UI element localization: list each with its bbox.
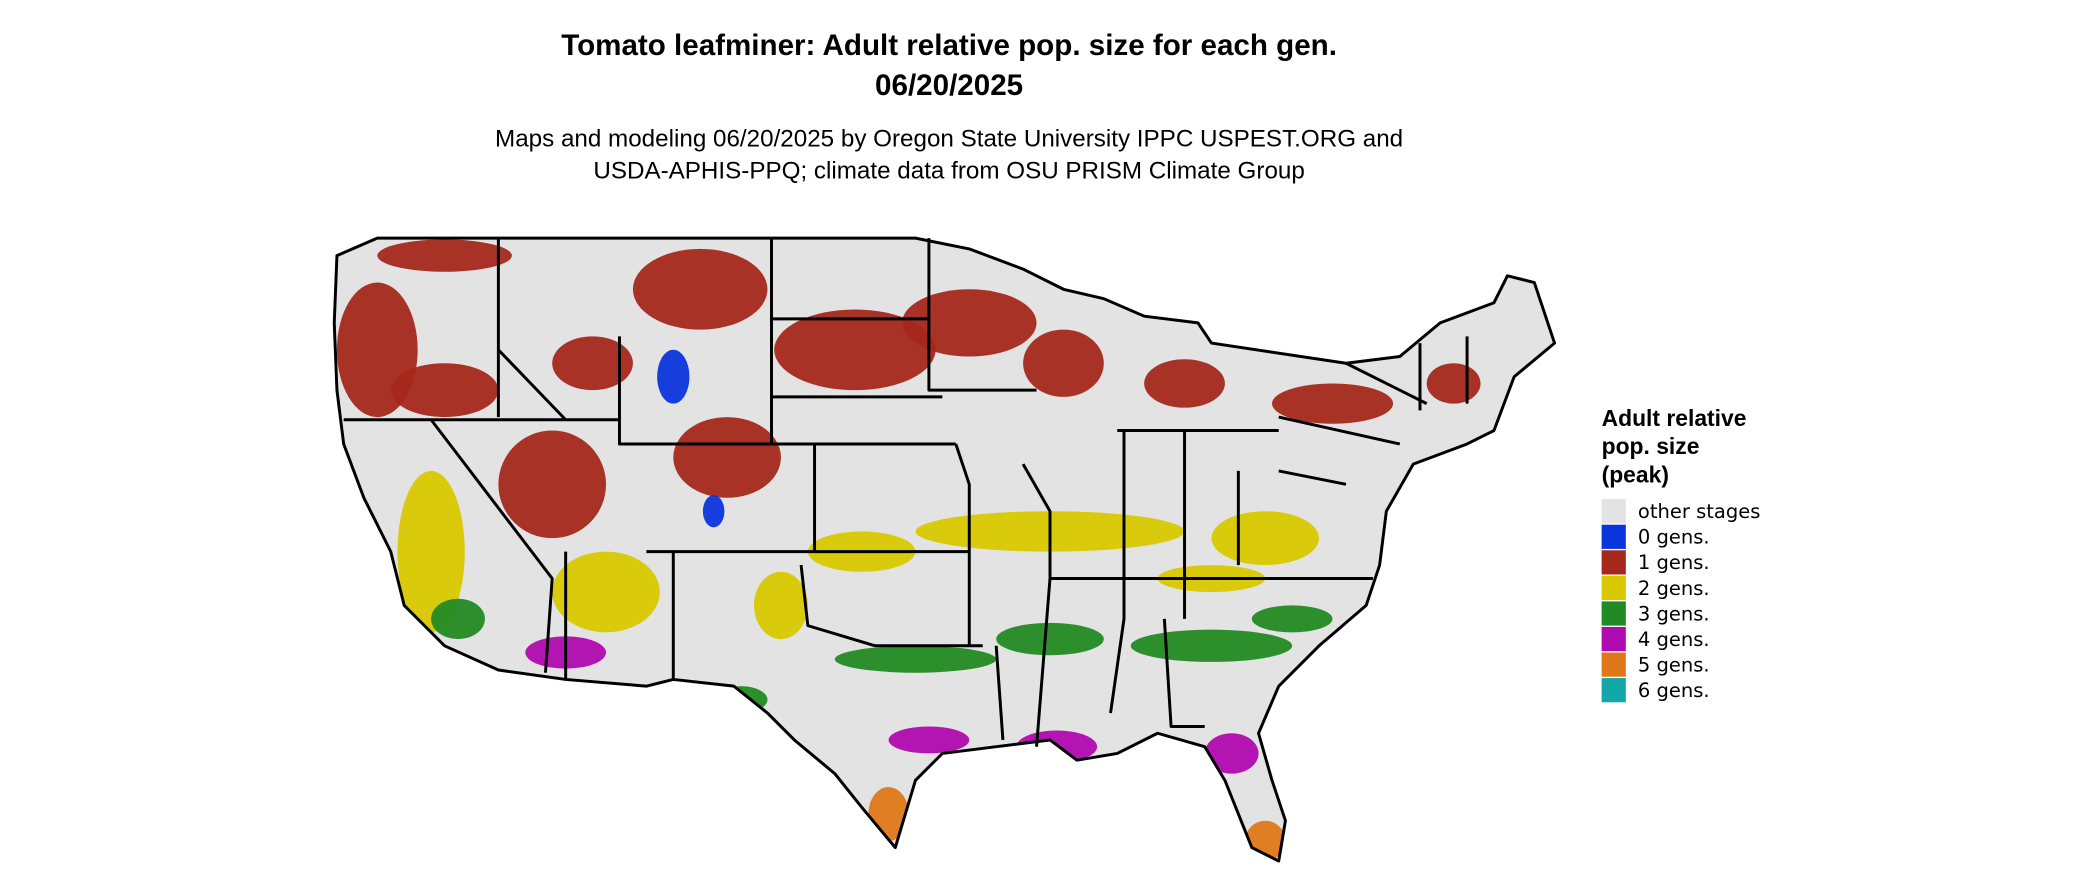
legend-title: (peak): [1602, 461, 1669, 487]
legend-label: 5 gens.: [1638, 653, 1710, 676]
generation-area: [754, 571, 808, 640]
generation-area: [390, 363, 499, 418]
legend: Adult relative pop. size (peak) other st…: [1601, 405, 1760, 703]
generation-area: [834, 645, 997, 673]
generation-area: [1211, 511, 1320, 566]
legend-swatch: [1601, 524, 1626, 549]
generation-area: [1271, 383, 1394, 424]
generation-area: [1204, 733, 1259, 774]
subtitle: Maps and modeling 06/20/2025 by Oregon S…: [495, 125, 1403, 152]
subtitle: USDA-APHIS-PPQ; climate data from OSU PR…: [593, 158, 1304, 185]
legend-label: 2 gens.: [1638, 577, 1710, 600]
state-borders: [332, 236, 1557, 863]
generation-area: [673, 417, 781, 498]
legend-label: other stages: [1638, 500, 1760, 523]
generation-area: [377, 239, 512, 272]
legend-title: Adult relative: [1602, 405, 1747, 431]
generation-area: [552, 551, 660, 633]
generation-area: [1251, 605, 1333, 633]
generation-area: [552, 336, 633, 391]
generation-area: [1426, 363, 1481, 404]
legend-swatch: [1601, 678, 1626, 703]
generation-area: [702, 495, 725, 528]
generation-area: [1130, 629, 1293, 662]
legend-label: 3 gens.: [1638, 602, 1710, 625]
generation-area: [397, 470, 465, 633]
legend-swatch: [1601, 601, 1626, 626]
generation-area: [902, 289, 1037, 357]
legend-label: 0 gens.: [1638, 526, 1710, 549]
legend-swatch: [1601, 626, 1626, 652]
generation-area: [632, 248, 768, 330]
generation-area: [868, 787, 909, 841]
state-line: [343, 238, 1469, 747]
generation-area: [1144, 359, 1225, 408]
legend-swatch: [1601, 575, 1626, 601]
map-date: 06/20/2025: [875, 69, 1023, 102]
legend-swatch: [1601, 652, 1626, 677]
generation-area: [1023, 329, 1104, 397]
legend-label: 6 gens.: [1638, 679, 1710, 702]
generation-area: [996, 622, 1104, 656]
generation-area: [888, 726, 970, 754]
generation-area: [498, 430, 607, 539]
legend-label: 4 gens.: [1638, 628, 1710, 651]
legend-swatch: [1601, 550, 1626, 575]
generation-area: [657, 349, 690, 404]
legend-swatch: [1601, 499, 1626, 524]
legend-label: 1 gens.: [1638, 551, 1710, 574]
legend-title: pop. size: [1602, 433, 1700, 459]
generation-area: [774, 309, 936, 391]
generation-area: [431, 598, 485, 640]
map-title: Tomato leafminer: Adult relative pop. si…: [561, 29, 1337, 62]
